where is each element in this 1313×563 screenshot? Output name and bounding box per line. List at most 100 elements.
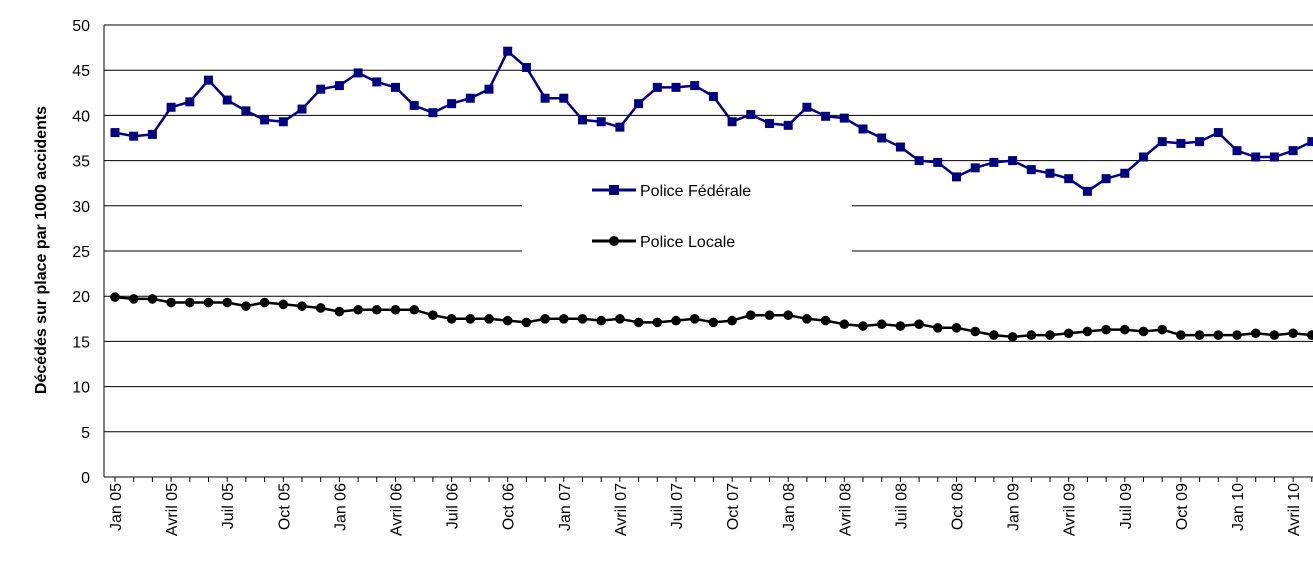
data-point-square	[503, 46, 513, 56]
data-point-square	[671, 82, 681, 92]
data-point-circle	[596, 315, 606, 326]
legend-entry-police-locale: Police Locale	[592, 234, 735, 251]
data-point-circle	[428, 310, 438, 320]
data-point-square	[970, 163, 980, 173]
data-point-circle	[783, 310, 793, 320]
data-point-circle	[315, 303, 326, 313]
data-point-circle	[989, 330, 999, 340]
data-point-square	[241, 106, 251, 116]
data-point-circle	[185, 297, 195, 308]
data-point-circle	[727, 315, 737, 326]
data-point-circle	[147, 294, 158, 304]
data-point-square	[147, 129, 157, 139]
series-layer	[110, 46, 1313, 342]
y-tick-label: 45	[72, 63, 90, 80]
data-point-circle	[1194, 330, 1205, 340]
x-tick-label: Avril 08	[837, 483, 854, 536]
x-tick-label: Jan 06	[332, 483, 349, 531]
data-point-square	[708, 91, 718, 101]
data-point-square	[783, 120, 793, 130]
x-tick-label: Juil 05	[220, 483, 237, 529]
data-point-square	[933, 157, 943, 167]
data-point-circle	[933, 323, 943, 333]
data-point-square	[952, 172, 961, 182]
data-point-circle	[1250, 328, 1261, 339]
x-tick-label: Juil 09	[1118, 483, 1135, 529]
data-point-circle	[1026, 330, 1037, 340]
data-point-circle	[559, 314, 569, 324]
data-point-circle	[652, 317, 663, 328]
y-tick-labels: 0 5 10 15 20 25 30 35 40 45 50	[72, 18, 90, 487]
data-point-square	[1232, 146, 1242, 156]
data-point-square	[1157, 137, 1167, 147]
data-point-circle	[1176, 330, 1186, 340]
data-point-circle	[1288, 328, 1298, 339]
data-point-square	[1082, 186, 1092, 196]
data-point-square	[428, 108, 438, 118]
data-point-circle	[334, 306, 345, 317]
data-point-square	[727, 117, 737, 127]
data-point-square	[521, 62, 531, 72]
x-tick-label: Avril 07	[613, 483, 630, 536]
data-point-square	[821, 111, 831, 121]
data-point-square	[652, 82, 662, 92]
data-point-square	[409, 100, 419, 110]
x-tick-label: Avril 09	[1062, 483, 1079, 536]
data-point-circle	[465, 314, 476, 324]
data-point-circle	[540, 314, 550, 324]
data-point-circle	[1045, 330, 1055, 340]
data-point-circle	[1138, 326, 1149, 337]
data-point-circle	[297, 301, 307, 311]
legend-label-police-locale: Police Locale	[640, 234, 735, 251]
data-point-square	[484, 84, 494, 94]
data-point-circle	[390, 304, 401, 315]
data-point-square	[839, 113, 849, 123]
data-point-circle	[521, 317, 532, 328]
x-tick-label: Juil 07	[669, 483, 686, 529]
data-point-circle	[278, 299, 289, 310]
y-tick-label: 30	[72, 199, 90, 216]
y-tick-label: 0	[81, 470, 90, 487]
data-point-square	[372, 77, 382, 87]
data-point-circle	[1213, 330, 1224, 340]
data-point-circle	[1157, 324, 1167, 335]
y-tick-label: 20	[72, 289, 90, 306]
data-point-square	[1101, 174, 1111, 184]
x-tick-label: Oct 06	[501, 483, 518, 530]
data-point-circle	[203, 297, 214, 308]
x-tick-label: Juil 06	[445, 483, 462, 529]
x-tick-label: Oct 08	[950, 483, 967, 530]
data-point-circle	[802, 314, 812, 324]
x-tick-label: Avril 05	[164, 483, 181, 536]
x-ticks	[114, 477, 1313, 482]
data-point-circle	[241, 301, 251, 311]
x-tick-label: Jan 07	[557, 483, 574, 531]
data-point-square	[222, 95, 232, 105]
data-point-circle	[446, 314, 457, 324]
data-point-square	[465, 93, 475, 103]
y-tick-label: 5	[81, 425, 90, 442]
y-tick-label: 35	[72, 154, 90, 171]
data-point-circle	[858, 321, 868, 331]
data-point-square	[858, 124, 868, 134]
data-point-square	[316, 84, 326, 94]
data-point-circle	[895, 321, 906, 331]
data-point-square	[1008, 156, 1018, 166]
x-tick-label: Jan 09	[1006, 483, 1023, 531]
data-point-circle	[746, 310, 756, 320]
x-tick-label: Avril 10	[1286, 483, 1303, 536]
data-point-square	[989, 157, 999, 167]
data-point-square	[260, 115, 270, 125]
data-point-circle	[409, 304, 420, 315]
data-point-circle	[914, 319, 924, 330]
y-tick-label: 50	[72, 18, 90, 35]
x-tick-label: Juil 08	[893, 483, 910, 529]
x-tick-label: Avril 06	[389, 483, 406, 536]
data-point-square	[353, 68, 363, 78]
data-point-circle	[577, 314, 588, 324]
data-point-square	[334, 81, 344, 91]
data-point-square	[914, 156, 924, 166]
data-point-circle	[1269, 330, 1280, 340]
x-tick-labels: Jan 05 Avril 05 Juil 05 Oct 05 Jan 06 Avril 0…	[108, 483, 1303, 536]
